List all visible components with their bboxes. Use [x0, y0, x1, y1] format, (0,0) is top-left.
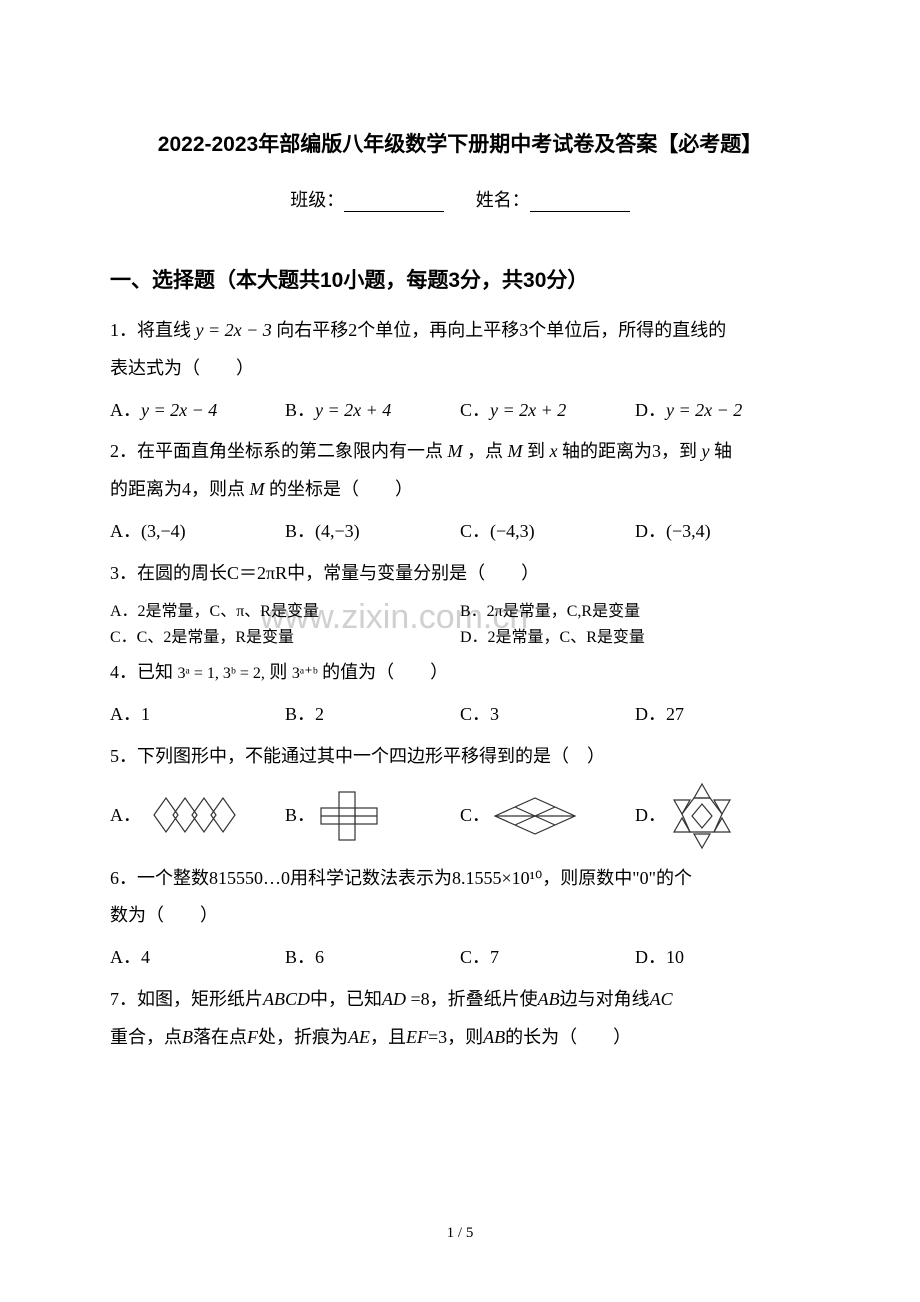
rhombus-row-icon: [141, 793, 236, 838]
q3-options: A．2是常量，C、π、R是变量 B．2π是常量，C,R是变量 C．C、2是常量，…: [110, 597, 810, 655]
q6-opt-a[interactable]: A．4: [110, 939, 285, 977]
q4-opt-c[interactable]: C．3: [460, 696, 635, 734]
question-7: 7．如图，矩形纸片ABCD中，已知AD =8，折叠纸片使AB边与对角线AC重合，…: [110, 981, 810, 1057]
q4-opt-b[interactable]: B．2: [285, 696, 460, 734]
q6-opt-d[interactable]: D．10: [635, 939, 810, 977]
q1-text-c: 表达式为（ ）: [110, 358, 254, 378]
question-6: 6．一个整数815550…0用科学记数法表示为8.1555×10¹⁰，则原数中"…: [110, 860, 810, 936]
q2-g: 的坐标是（ ）: [269, 479, 413, 499]
q7-j: 的长为（ ）: [505, 1027, 631, 1047]
q2-f: 的距离为4，则点: [110, 479, 245, 499]
q7-ef: EF: [406, 1027, 428, 1047]
class-label: 班级：: [290, 190, 344, 210]
q2-m3: M: [250, 479, 265, 499]
q7-ae: AE: [348, 1027, 370, 1047]
q7-ad: AD: [382, 989, 406, 1009]
q7-d: 边与对角线: [560, 989, 650, 1009]
q5-opt-d[interactable]: D．: [635, 780, 810, 852]
q7-c: =8，折叠纸片使: [406, 989, 538, 1009]
star-hexagon-icon: [666, 780, 738, 852]
q1-opt-d[interactable]: D．y = 2x − 2: [635, 392, 810, 430]
q2-e: 轴: [714, 441, 732, 461]
student-info-line: 班级： 姓名：: [110, 186, 810, 212]
q2-y: y: [702, 441, 710, 461]
q2-x: x: [550, 441, 558, 461]
q4-opt-a[interactable]: A．1: [110, 696, 285, 734]
question-5: 5．下列图形中，不能通过其中一个四边形平移得到的是（ ）: [110, 738, 810, 776]
q1-options: A．y = 2x − 4 B．y = 2x + 4 C．y = 2x + 2 D…: [110, 392, 810, 430]
question-4: 4．已知 3ᵃ = 1, 3ᵇ = 2, 则 3ᵃ⁺ᵇ 的值为（ ）: [110, 654, 810, 692]
q7-abcd: ABCD: [263, 989, 310, 1009]
q7-h: ，且: [370, 1027, 406, 1047]
q2-a: 2．在平面直角坐标系的第二象限内有一点: [110, 441, 443, 461]
q4-opt-d[interactable]: D．27: [635, 696, 810, 734]
section-1-header: 一、选择题（本大题共10小题，每题3分，共30分）: [110, 264, 810, 294]
q2-d: 轴的距离为3，到: [562, 441, 697, 461]
q2-opt-c[interactable]: C．(−4,3): [460, 513, 635, 551]
q6-options: A．4 B．6 C．7 D．10: [110, 939, 810, 977]
q2-opt-b[interactable]: B．(4,−3): [285, 513, 460, 551]
q5-opt-b[interactable]: B．: [285, 790, 460, 842]
q6-opt-b[interactable]: B．6: [285, 939, 460, 977]
exam-title: 2022-2023年部编版八年级数学下册期中考试卷及答案【必考题】: [110, 128, 810, 158]
q4-options: A．1 B．2 C．3 D．27: [110, 696, 810, 734]
q1-text-a: 1．将直线: [110, 320, 191, 340]
q1-expr: y = 2x − 3: [196, 320, 272, 340]
q4-c: 的值为（ ）: [322, 662, 448, 682]
q4-expr2: 3ᵃ⁺ᵇ: [292, 665, 318, 682]
question-3: 3．在圆的周长C＝2πR中，常量与变量分别是（ ）: [110, 555, 810, 593]
q5-options: A． B． C．: [110, 780, 810, 852]
q3-opt-b[interactable]: B．2π是常量，C,R是变量: [460, 597, 810, 621]
q1-opt-b[interactable]: B．y = 2x + 4: [285, 392, 460, 430]
q4-b: 则: [269, 662, 287, 682]
q1-opt-c[interactable]: C．y = 2x + 2: [460, 392, 635, 430]
q7-bb: B: [182, 1027, 193, 1047]
name-label: 姓名：: [476, 190, 530, 210]
q7-i: =3，则: [428, 1027, 483, 1047]
q3-opt-c[interactable]: C．C、2是常量，R是变量: [110, 621, 460, 655]
q7-ac: AC: [650, 989, 673, 1009]
q7-ab: AB: [538, 989, 560, 1009]
q6-b: 数为（ ）: [110, 905, 218, 925]
q1-opt-a[interactable]: A．y = 2x − 4: [110, 392, 285, 430]
q3-opt-d[interactable]: D．2是常量，C、R是变量: [460, 621, 810, 655]
q7-ff: F: [247, 1027, 258, 1047]
name-blank[interactable]: [530, 194, 630, 212]
q6-a: 6．一个整数815550…0用科学记数法表示为8.1555×10¹⁰，则原数中"…: [110, 868, 692, 888]
q7-b: 中，已知: [310, 989, 382, 1009]
q2-m2: M: [508, 441, 523, 461]
q5-opt-a[interactable]: A．: [110, 793, 285, 838]
q4-expr: 3ᵃ = 1, 3ᵇ = 2,: [178, 665, 265, 682]
question-2: 2．在平面直角坐标系的第二象限内有一点 M ，点 M 到 x 轴的距离为3，到 …: [110, 433, 810, 509]
q1-text-b: 向右平移2个单位，再向上平移3个单位后，所得的直线的: [276, 320, 726, 340]
q2-opt-a[interactable]: A．(3,−4): [110, 513, 285, 551]
q7-e: 重合，点: [110, 1027, 182, 1047]
q6-opt-c[interactable]: C．7: [460, 939, 635, 977]
q2-opt-d[interactable]: D．(−3,4): [635, 513, 810, 551]
page-number: 1 / 5: [0, 1225, 920, 1242]
q7-ab2: AB: [483, 1027, 505, 1047]
q4-a: 4．已知: [110, 662, 173, 682]
q7-g: 处，折痕为: [258, 1027, 348, 1047]
q2-b: ，点: [467, 441, 503, 461]
q3-opt-a[interactable]: A．2是常量，C、π、R是变量: [110, 597, 460, 621]
q7-f: 落在点: [193, 1027, 247, 1047]
question-1: 1．将直线 y = 2x − 3 向右平移2个单位，再向上平移3个单位后，所得的…: [110, 312, 810, 388]
class-blank[interactable]: [344, 194, 444, 212]
page-content: 2022-2023年部编版八年级数学下册期中考试卷及答案【必考题】 班级： 姓名…: [110, 128, 810, 1057]
q5-opt-c[interactable]: C．: [460, 795, 635, 837]
grid-squares-icon: [315, 790, 383, 842]
crossed-rhombus-icon: [490, 795, 580, 837]
q7-a: 7．如图，矩形纸片: [110, 989, 263, 1009]
q2-options: A．(3,−4) B．(4,−3) C．(−4,3) D．(−3,4): [110, 513, 810, 551]
q2-m1: M: [448, 441, 463, 461]
q2-c: 到: [527, 441, 545, 461]
